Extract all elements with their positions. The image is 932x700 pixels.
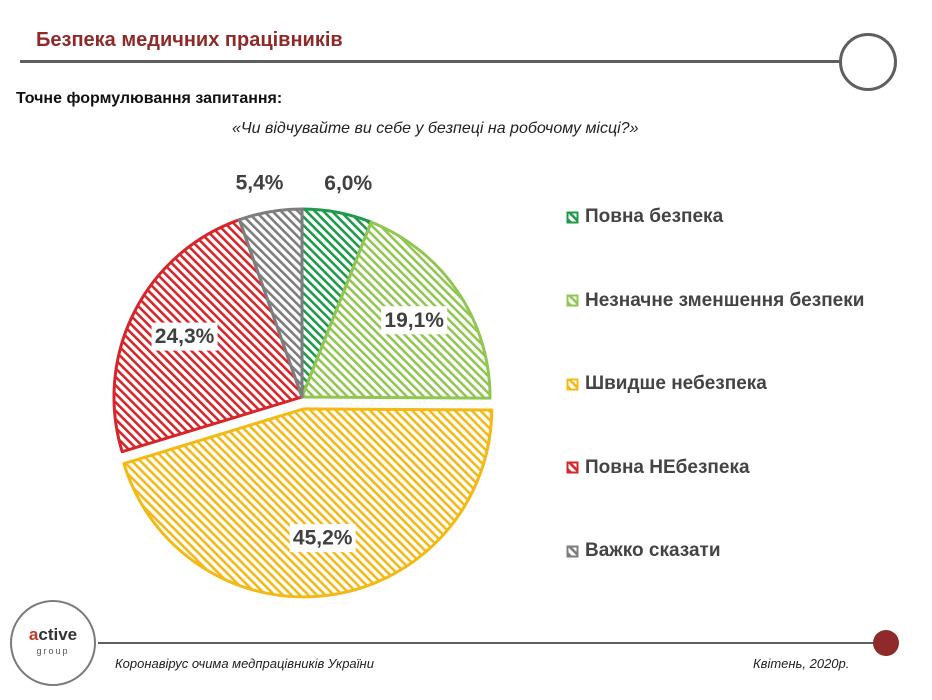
legend-swatch — [566, 545, 579, 557]
page-title: Безпека медичних працівників — [36, 29, 343, 51]
brand-logo-subtitle: group — [36, 646, 70, 656]
footer-date: Квітень, 2020р. — [753, 656, 850, 671]
legend-label: Незначне зменшення безпеки — [585, 289, 865, 311]
data-label-background — [151, 322, 218, 351]
data-label: 24,3% — [155, 325, 215, 348]
data-label-background — [381, 306, 448, 335]
brand-logo-wordmark: active — [28, 625, 78, 644]
legend-item: Повна безпека — [566, 205, 723, 229]
legend-swatch — [566, 378, 579, 390]
legend-swatch — [566, 211, 579, 223]
legend-label: Важко сказати — [585, 540, 721, 561]
question-text: «Чи відчувайте ви себе у безпеці на робо… — [232, 120, 639, 137]
legend-label: Швидше небезпека — [585, 373, 767, 394]
brand-logo: active group — [10, 600, 96, 686]
pie-slice — [122, 407, 494, 599]
footer-caption: Коронавірус очима медпрацівників України — [115, 656, 374, 671]
data-label: 45,2% — [293, 527, 353, 550]
data-label: 6,0% — [324, 172, 372, 195]
legend-item: Швидше небезпека — [566, 372, 767, 396]
legend-label: Повна НЕбезпека — [585, 456, 750, 478]
data-label-background — [289, 524, 356, 553]
legend-label: Повна безпека — [585, 206, 724, 227]
footer-dot-ornament — [873, 630, 899, 656]
legend-item: Повна НЕбезпека — [566, 456, 750, 480]
header-divider — [20, 60, 846, 63]
legend-item: Важко сказати — [566, 539, 721, 563]
data-label: 19,1% — [384, 309, 444, 332]
footer-divider — [98, 642, 878, 644]
legend-swatch — [566, 461, 579, 474]
legend-item: Незначне зменшення безпеки — [566, 289, 864, 313]
legend-swatch — [566, 294, 579, 307]
data-label: 5,4% — [236, 171, 284, 194]
header-circle-ornament — [839, 33, 897, 91]
question-label: Точне формулювання запитання: — [16, 90, 283, 107]
pie-slice — [237, 207, 304, 399]
